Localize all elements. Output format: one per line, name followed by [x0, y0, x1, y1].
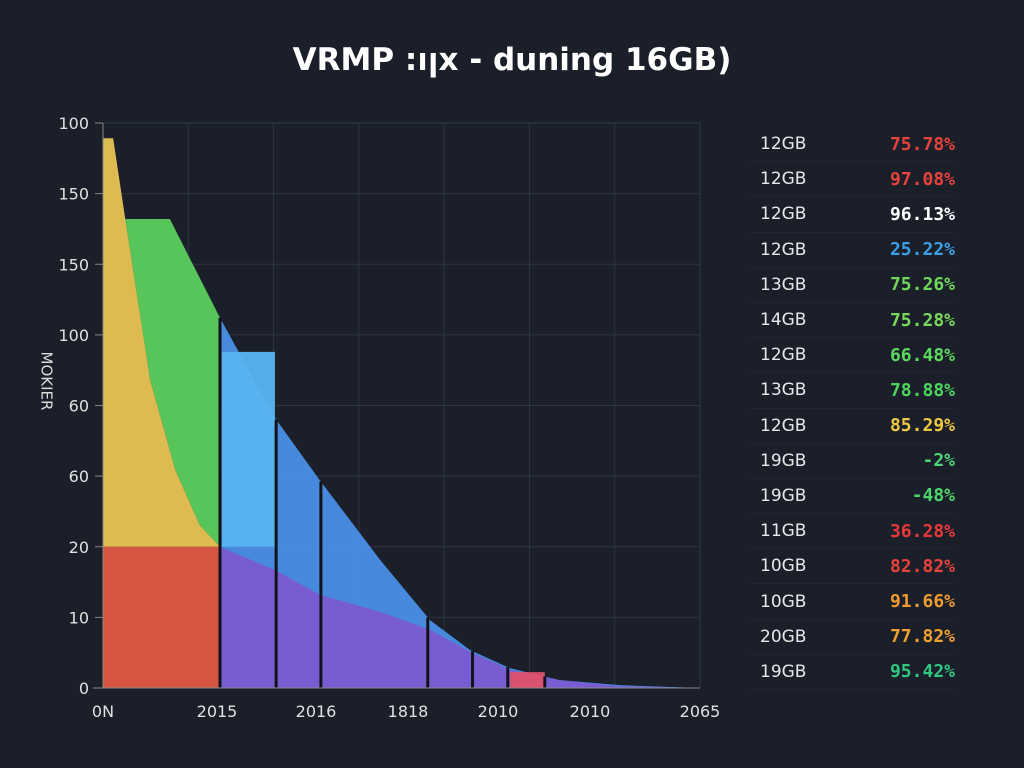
row-value: 75.78%	[889, 133, 955, 155]
row-label: 19GB	[760, 661, 807, 682]
row-value: 36.28%	[889, 520, 955, 542]
row-value: -48%	[911, 485, 955, 507]
y-tick-label: 60	[69, 467, 89, 486]
table-row: 19GB -48%	[750, 479, 955, 514]
table-row: 12GB 97.08%	[750, 162, 955, 197]
row-value: 75.28%	[889, 309, 955, 331]
row-label: 12GB	[760, 415, 807, 436]
chart-title: VRMP :ןוx - duning 16GB)	[292, 42, 732, 78]
x-tick-label: 2010	[478, 702, 519, 721]
y-tick-label: 150	[58, 255, 89, 274]
row-label: 13GB	[760, 380, 807, 401]
table-row: 12GB 85.29%	[750, 409, 955, 444]
table-row: 12GB 66.48%	[750, 338, 955, 373]
area-series-6	[510, 672, 545, 688]
y-tick-label: 150	[58, 185, 89, 204]
x-tick-label: 2016	[296, 702, 337, 721]
row-value: 75.26%	[889, 274, 955, 296]
y-tick-label: 60	[69, 397, 89, 416]
table-row: 13GB 78.88%	[750, 373, 955, 408]
table-row: 19GB -2%	[750, 444, 955, 479]
row-value: 82.82%	[889, 555, 955, 577]
row-label: 20GB	[760, 626, 807, 647]
row-value: 78.88%	[889, 379, 955, 401]
table-row: 12GB 75.78%	[750, 127, 955, 162]
area-series-2	[103, 546, 221, 688]
row-value: 25.22%	[889, 239, 955, 261]
row-value: 96.13%	[889, 203, 955, 225]
row-value: 66.48%	[889, 344, 955, 366]
y-tick-label: 10	[69, 608, 89, 627]
area-series-5	[220, 546, 700, 688]
table-row: 11GB 36.28%	[750, 514, 955, 549]
row-label: 12GB	[760, 134, 807, 155]
y-axis-label: MOKIER	[37, 351, 56, 411]
x-tick-label: 1818	[388, 702, 429, 721]
row-label: 10GB	[760, 591, 807, 612]
x-tick-label: 2010	[570, 702, 611, 721]
table-row: 20GB 77.82%	[750, 620, 955, 655]
table-row: 10GB 91.66%	[750, 584, 955, 619]
row-value: 97.08%	[889, 168, 955, 190]
row-value: 77.82%	[889, 626, 955, 648]
area-series-3	[220, 317, 700, 688]
row-label: 10GB	[760, 556, 807, 577]
y-tick-label: 100	[58, 114, 89, 133]
x-tick-label: 2015	[197, 702, 238, 721]
row-label: 12GB	[760, 239, 807, 260]
row-label: 19GB	[760, 485, 807, 506]
row-label: 12GB	[760, 204, 807, 225]
row-label: 14GB	[760, 310, 807, 331]
x-tick-label: 2065	[680, 702, 721, 721]
table-row: 14GB 75.28%	[750, 303, 955, 338]
y-tick-label: 0	[79, 679, 89, 698]
y-tick-label: 20	[69, 538, 89, 557]
row-label: 13GB	[760, 274, 807, 295]
row-label: 11GB	[760, 521, 807, 542]
x-tick-label: 0N	[92, 702, 114, 721]
row-value: 91.66%	[889, 591, 955, 613]
area-series-0	[125, 217, 221, 547]
table-row: 13GB 75.26%	[750, 268, 955, 303]
row-value: 85.29%	[889, 415, 955, 437]
table-row: 10GB 82.82%	[750, 549, 955, 584]
table-row: 12GB 25.22%	[750, 233, 955, 268]
vram-table: 12GB 75.78% 12GB 97.08% 12GB 96.13% 12GB 25.22%…	[750, 127, 955, 690]
table-row: 19GB 95.42%	[750, 655, 955, 690]
y-tick-label: 100	[58, 326, 89, 345]
row-label: 12GB	[760, 169, 807, 190]
row-label: 12GB	[760, 345, 807, 366]
area-series-1	[103, 138, 221, 547]
area-series-4	[221, 351, 275, 547]
row-value: 95.42%	[889, 661, 955, 683]
row-value: -2%	[922, 450, 955, 472]
row-label: 19GB	[760, 450, 807, 471]
table-row: 12GB 96.13%	[750, 197, 955, 232]
